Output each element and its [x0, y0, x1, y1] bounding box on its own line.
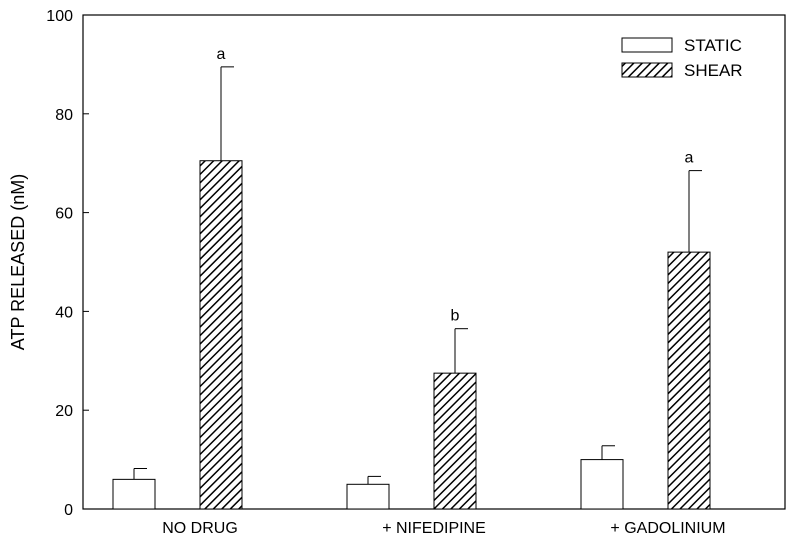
- significance-label: b: [451, 308, 460, 325]
- legend-swatch-shear: [621, 62, 673, 78]
- legend-label: SHEAR: [684, 61, 743, 80]
- y-tick-label: 100: [46, 8, 73, 25]
- significance-label: a: [217, 46, 226, 63]
- y-tick-label: 60: [55, 206, 73, 223]
- legend-swatch-static: [621, 37, 673, 53]
- significance-label: a: [685, 150, 694, 167]
- x-tick-label: + GADOLINIUM: [610, 520, 725, 537]
- bar-static: [346, 483, 390, 510]
- bar-shear: [667, 251, 711, 510]
- y-tick-label: 0: [64, 502, 73, 519]
- bar-static: [112, 478, 156, 510]
- y-tick-label: 40: [55, 304, 73, 321]
- bar-static: [580, 459, 624, 510]
- y-tick-label: 80: [55, 107, 73, 124]
- y-tick-label: 20: [55, 403, 73, 420]
- y-axis-label: ATP RELEASED (nM): [8, 174, 28, 350]
- bar-shear: [433, 372, 477, 510]
- legend-label: STATIC: [684, 36, 742, 55]
- bar-shear: [199, 160, 243, 510]
- x-tick-label: + NIFEDIPINE: [382, 520, 486, 537]
- x-tick-label: NO DRUG: [162, 520, 238, 537]
